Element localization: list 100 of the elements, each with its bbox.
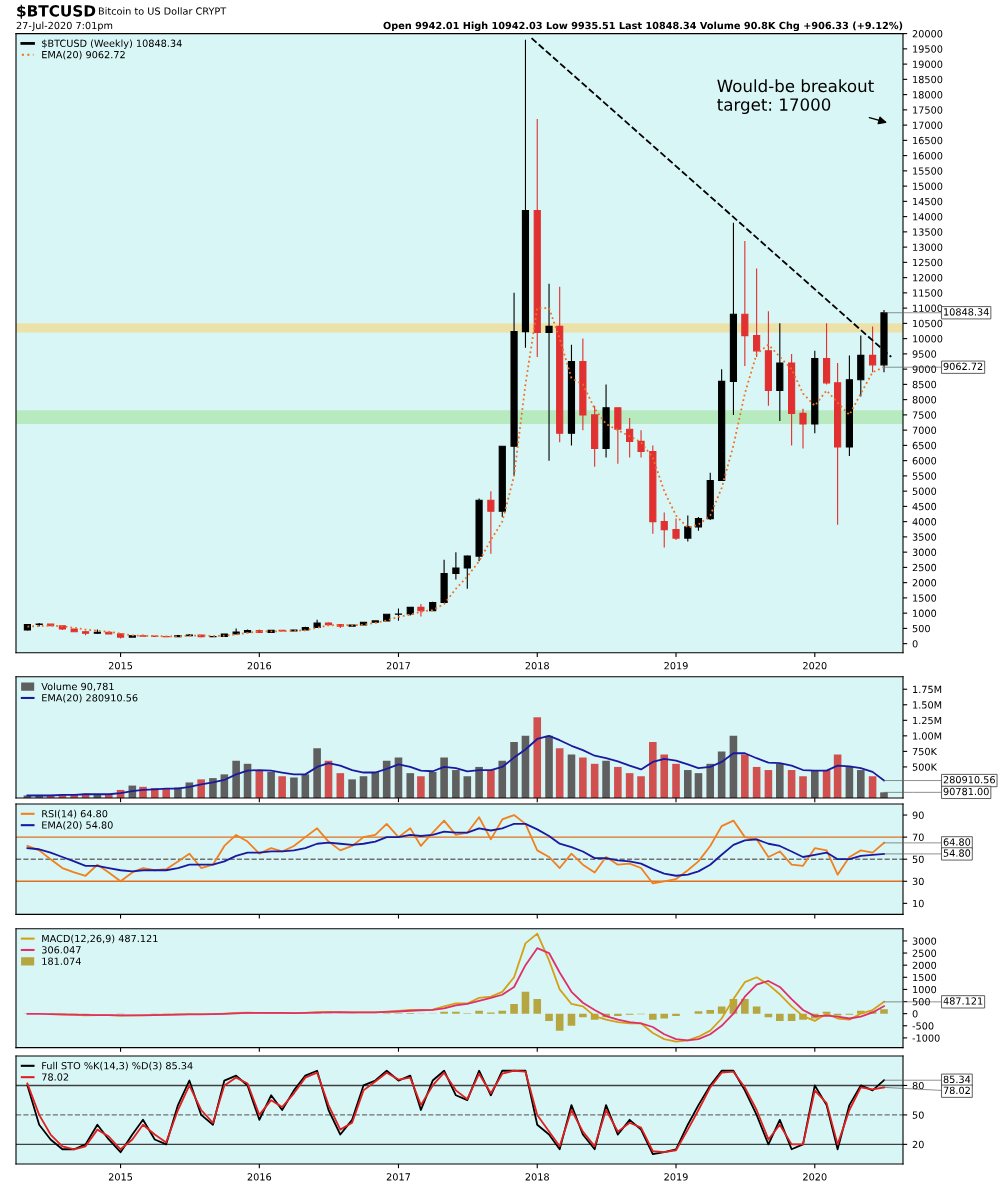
y-tick-label: 12000	[913, 274, 943, 282]
y-tick-label: -1000	[912, 1034, 940, 1042]
y-tick-label: 4500	[912, 502, 937, 511]
y-tick-label: 1.50M	[913, 701, 942, 709]
y-tick-label: 500K	[912, 763, 938, 771]
legend-label: 181.074	[42, 957, 81, 965]
y-tick-label: 1.75M	[913, 685, 942, 694]
y-tick-label: 15500	[913, 167, 943, 175]
chart-title: $BTCUSD	[17, 4, 96, 19]
x-tick-label: 2018	[525, 1173, 549, 1181]
legend-label: EMA(20) 9062.72	[42, 50, 125, 60]
y-tick-label: -500	[912, 1022, 934, 1030]
y-tick-label: 20	[912, 1140, 924, 1149]
y-tick-label: 19000	[913, 60, 943, 68]
legend-label: 306.047	[42, 946, 81, 954]
y-tick-label: 50	[912, 855, 924, 864]
y-tick-label: 10500	[913, 319, 943, 328]
y-tick-label: 16500	[913, 136, 943, 145]
annotation: 10848.34	[944, 308, 989, 316]
y-tick-label: 14500	[913, 197, 943, 206]
y-tick-label: 80	[912, 1081, 924, 1090]
annotation: 64.80	[943, 838, 971, 846]
y-tick-label: 2500	[912, 563, 937, 572]
x-tick-label: 2019	[664, 1173, 688, 1181]
text: Open 9942.01 High 10942.03 Low 9935.51 Last 10848.34 Volume 90.8K Chg +906.33 (+9.12%)	[383, 21, 903, 32]
x-tick-label: 2017	[386, 662, 411, 670]
y-tick-label: 30	[912, 877, 924, 886]
y-tick-label: 3000	[912, 937, 937, 945]
legend-label: 78.02	[42, 1073, 69, 1081]
x-tick-label: 2018	[525, 662, 549, 670]
legend-label: MACD(12,26,9) 487.121	[42, 934, 158, 944]
annotation: 54.80	[943, 849, 971, 857]
y-tick-label: 3000	[912, 548, 937, 556]
annotation: 90781.00	[943, 787, 989, 796]
legend-label: Volume 90,781	[41, 682, 114, 692]
y-tick-label: 750K	[912, 747, 938, 756]
y-tick-label: 18000	[913, 91, 943, 99]
y-tick-label: 5000	[912, 487, 937, 495]
y-tick-label: 6500	[912, 441, 937, 450]
y-tick-label: 17000	[913, 121, 943, 129]
y-tick-label: 1.00M	[913, 732, 942, 740]
annotation: Would-be breakout target: 17000	[717, 79, 874, 115]
y-tick-label: 8500	[912, 380, 937, 389]
chart-subtitle: Bitcoin to US Dollar CRYPT	[98, 7, 227, 15]
y-tick-label: 0	[912, 1010, 918, 1018]
legend-label: Full STO %K(14,3) %D(3) 85.34	[42, 1061, 193, 1071]
y-tick-label: 13000	[913, 243, 943, 251]
y-tick-label: 4000	[912, 518, 937, 526]
text: 27-Jul-2020 7:01pm	[16, 21, 113, 32]
x-tick-label: 2020	[803, 1173, 827, 1181]
y-tick-label: 11500	[913, 289, 943, 297]
y-tick-label: 7000	[912, 426, 937, 434]
y-tick-label: 6000	[912, 457, 937, 465]
annotation: 487.121	[943, 997, 983, 1005]
legend-label: EMA(20) 54.80	[42, 821, 113, 830]
y-tick-label: 70	[912, 833, 924, 841]
y-tick-label: 10	[913, 899, 924, 908]
annotation: 280910.56	[943, 776, 995, 784]
legend-label: RSI(14) 64.80	[42, 809, 108, 819]
y-tick-label: 19500	[913, 45, 943, 53]
y-tick-label: 1000	[913, 985, 937, 994]
y-tick-label: 9000	[912, 365, 937, 373]
y-tick-label: 17500	[913, 106, 943, 114]
y-tick-label: 18500	[913, 75, 943, 84]
y-tick-label: 5500	[912, 472, 937, 480]
x-tick-label: 2015	[108, 1173, 133, 1181]
x-tick-label: 2015	[108, 662, 133, 670]
y-tick-label: 20000	[912, 30, 943, 38]
x-tick-label: 2016	[247, 1173, 272, 1181]
x-tick-label: 2020	[803, 662, 827, 670]
x-tick-label: 2019	[664, 662, 688, 670]
y-tick-label: 2500	[912, 949, 937, 957]
y-tick-label: 500	[912, 624, 930, 633]
y-tick-label: 9500	[912, 350, 937, 358]
y-tick-label: 3500	[912, 533, 937, 541]
y-tick-label: 50	[912, 1111, 924, 1119]
y-tick-label: 0	[912, 640, 918, 648]
y-tick-label: 10000	[913, 335, 943, 343]
y-tick-label: 1000	[913, 609, 937, 617]
y-tick-label: 7500	[912, 411, 937, 419]
y-tick-label: 1.25M	[913, 716, 942, 725]
y-tick-label: 16000	[913, 152, 943, 160]
y-tick-label: 13500	[913, 228, 943, 236]
y-tick-label: 1500	[913, 594, 937, 602]
legend-label: $BTCUSD (Weekly) 10848.34	[42, 39, 182, 49]
y-tick-label: 8000	[912, 396, 937, 404]
y-tick-label: 2000	[912, 961, 937, 969]
y-tick-label: 90	[912, 811, 924, 819]
y-tick-label: 500	[912, 998, 930, 1006]
y-tick-label: 11000	[913, 304, 943, 312]
y-tick-label: 1500	[913, 973, 937, 982]
y-tick-label: 2000	[912, 579, 937, 587]
y-tick-label: 14000	[913, 213, 943, 221]
x-tick-label: 2016	[247, 662, 272, 670]
x-tick-label: 2017	[386, 1173, 411, 1181]
annotation: 85.34	[943, 1075, 971, 1084]
y-tick-label: 12500	[913, 258, 943, 267]
legend-label: EMA(20) 280910.56	[42, 694, 138, 703]
y-tick-label: 15000	[913, 182, 943, 190]
annotation: 9062.72	[943, 362, 983, 371]
